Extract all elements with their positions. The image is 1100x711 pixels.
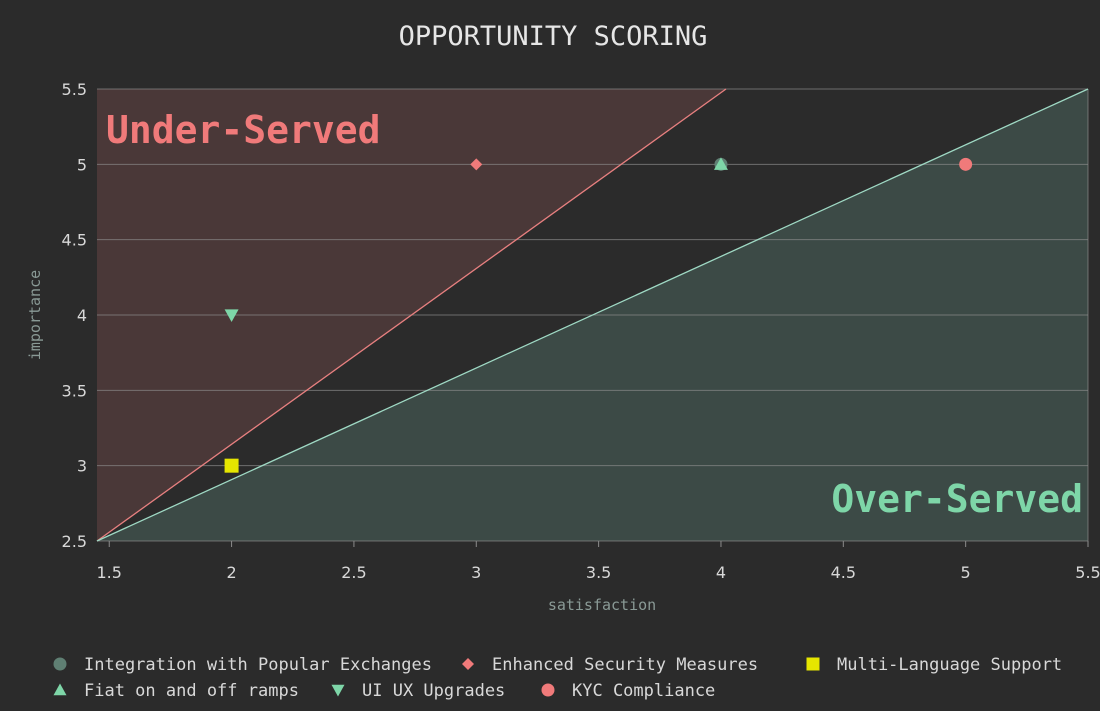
x-axis-ticks: 1.5 2 2.5 3 3.5 4 4.5 5 5.5 xyxy=(97,541,1100,582)
legend-marker-fiat-on-and-off-ramps xyxy=(53,683,67,696)
data-points xyxy=(224,157,973,473)
y-tick-label: 4.5 xyxy=(62,231,87,250)
x-tick-label: 5.5 xyxy=(1075,563,1100,582)
over-served-label: Over-Served xyxy=(831,477,1083,521)
y-tick-label: 5 xyxy=(77,155,87,174)
point-fiat-on-and-off-ramps xyxy=(713,157,728,170)
x-tick-label: 4.5 xyxy=(831,563,856,582)
x-axis-title: satisfaction xyxy=(548,596,656,614)
y-tick-label: 4 xyxy=(77,306,87,325)
legend-item-multi-language-support[interactable]: Multi-Language Support xyxy=(806,655,1063,675)
legend-label: Multi-Language Support xyxy=(837,655,1062,675)
y-tick-label: 2.5 xyxy=(62,532,87,551)
x-tick-label: 2 xyxy=(226,563,236,582)
legend-marker-kyc-compliance xyxy=(541,683,555,697)
y-tick-label: 5.5 xyxy=(62,80,87,99)
x-tick-label: 5 xyxy=(961,563,971,582)
y-tick-label: 3 xyxy=(77,457,87,476)
x-tick-label: 3 xyxy=(471,563,481,582)
x-tick-label: 1.5 xyxy=(97,563,122,582)
x-tick-label: 4 xyxy=(716,563,726,582)
y-axis-ticks: 2.5 3 3.5 4 4.5 5 5.5 xyxy=(62,80,87,551)
legend-marker-integration-with-popular-exchanges xyxy=(53,657,67,671)
point-multi-language-support xyxy=(224,458,239,473)
legend-item-integration-with-popular-exchanges[interactable]: Integration with Popular Exchanges xyxy=(53,655,433,675)
x-tick-label: 2.5 xyxy=(341,563,366,582)
legend-label: Integration with Popular Exchanges xyxy=(84,655,432,675)
legend-marker-multi-language-support xyxy=(806,657,820,671)
point-kyc-compliance xyxy=(959,157,973,171)
legend-item-kyc-compliance[interactable]: KYC Compliance xyxy=(541,681,716,701)
legend: Integration with Popular Exchanges Enhanc… xyxy=(53,655,1063,701)
legend-label: UI UX Upgrades xyxy=(362,681,505,701)
legend-item-ui-ux-upgrades[interactable]: UI UX Upgrades xyxy=(331,681,506,701)
legend-label: KYC Compliance xyxy=(572,681,715,701)
legend-label: Fiat on and off ramps xyxy=(84,681,299,701)
under-served-label: Under-Served xyxy=(106,108,381,152)
under-served-boundary xyxy=(96,88,727,542)
legend-item-fiat-on-and-off-ramps[interactable]: Fiat on and off ramps xyxy=(53,681,299,701)
legend-label: Enhanced Security Measures xyxy=(492,655,758,675)
legend-marker-enhanced-security-measures xyxy=(462,658,474,670)
y-tick-label: 3.5 xyxy=(62,381,87,400)
region-boundaries xyxy=(96,88,1089,542)
y-axis-title: importance xyxy=(26,270,44,360)
over-served-boundary xyxy=(96,88,1089,542)
x-tick-label: 3.5 xyxy=(586,563,611,582)
legend-item-enhanced-security-measures[interactable]: Enhanced Security Measures xyxy=(462,655,758,675)
chart-title: OPPORTUNITY SCORING xyxy=(399,21,708,52)
point-enhanced-security-measures xyxy=(470,158,483,171)
point-ui-ux-upgrades xyxy=(224,309,239,322)
legend-marker-ui-ux-upgrades xyxy=(331,684,345,697)
